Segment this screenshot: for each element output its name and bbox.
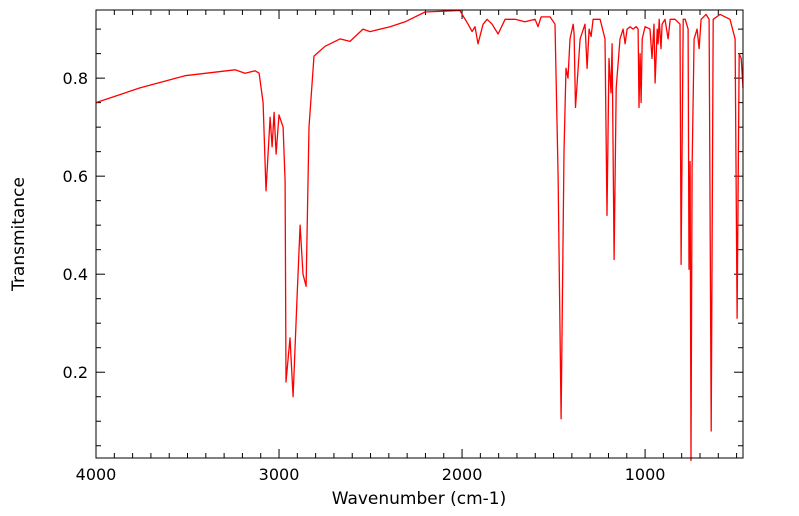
plot-frame [95, 9, 744, 459]
x-tick-label: 4000 [76, 465, 117, 484]
y-tick-label: 0.6 [63, 167, 88, 186]
y-axis-title: Transmitance [9, 177, 29, 292]
x-tick-labels: 4000 3000 2000 1000 [76, 465, 666, 484]
spectrum-line [95, 9, 744, 462]
axis-ticks [95, 10, 743, 458]
y-tick-label: 0.4 [63, 265, 88, 284]
y-tick-label: 0.2 [63, 363, 88, 382]
x-tick-label: 2000 [442, 465, 483, 484]
y-tick-label: 0.8 [63, 69, 88, 88]
x-axis-title: Wavenumber (cm-1) [332, 489, 507, 509]
y-tick-labels: 0.2 0.4 0.6 0.8 [63, 69, 88, 382]
x-tick-label: 1000 [625, 465, 666, 484]
x-tick-label: 3000 [259, 465, 300, 484]
